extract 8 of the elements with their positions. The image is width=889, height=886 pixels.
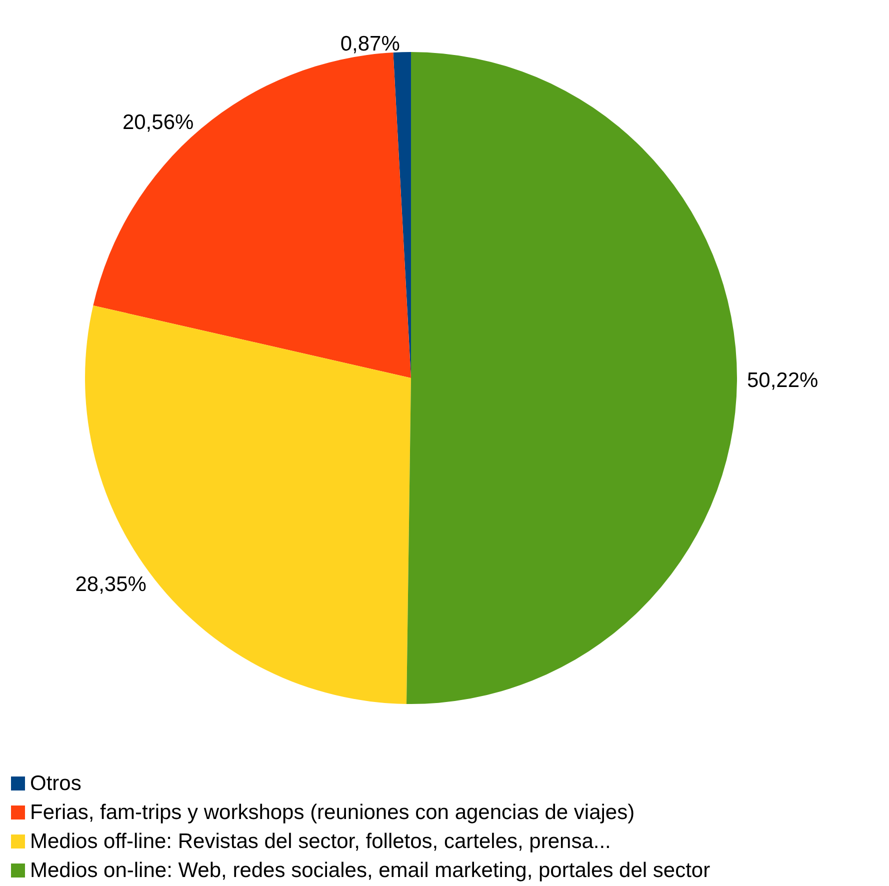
data-label: 20,56% [122, 111, 194, 134]
legend-label: Otros [30, 772, 82, 795]
data-label: 50,22% [746, 368, 818, 392]
legend-label: Medios on-line: Web, redes sociales, email marketing, portales del sector [30, 859, 710, 882]
legend-label: Ferias, fam-trips y workshops (reuniones con agencias de viajes) [30, 801, 635, 824]
data-label: 28,35% [75, 572, 146, 596]
data-label: 0,87% [340, 32, 400, 56]
legend-label: Medios off-line: Revistas del sector, folletos, carteles, prensa... [30, 830, 611, 853]
